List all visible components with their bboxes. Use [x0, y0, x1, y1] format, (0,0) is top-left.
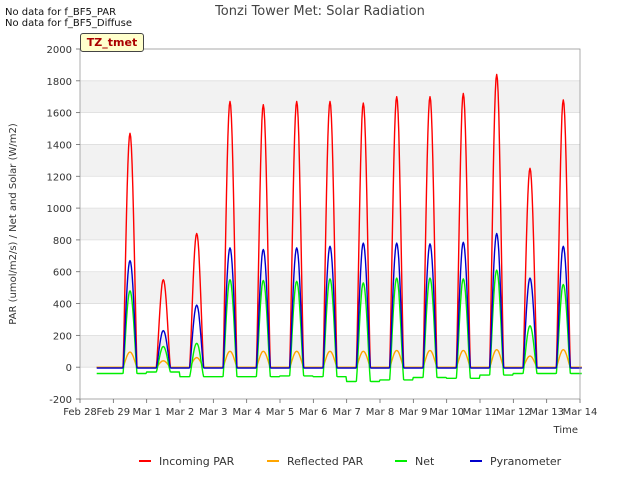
plot-background [80, 49, 580, 399]
plot-band [80, 80, 580, 113]
x-tick-label: Mar 2 [166, 407, 194, 418]
y-tick-label: -200 [49, 395, 72, 406]
x-tick-label: Mar 14 [563, 407, 598, 418]
no-data-notice-par: No data for f_BF5_PAR [5, 7, 117, 18]
x-tick-label: Mar 7 [332, 407, 360, 418]
plot-band [80, 303, 580, 336]
y-tick-label: 0 [66, 363, 72, 374]
x-tick-label: Mar 1 [132, 407, 160, 418]
y-axis-ticks: -200 0 200 400 600 800 1000 1200 1400 1600 1800 200… [47, 45, 80, 406]
x-tick-label: Feb 28 [63, 407, 97, 418]
x-tick-label: Mar 4 [232, 407, 260, 418]
x-tick-label: Mar 12 [496, 407, 531, 418]
chart-title: Tonzi Tower Met: Solar Radiation [215, 4, 425, 19]
legend-label: Net [415, 455, 435, 468]
y-tick-label: 1800 [47, 77, 72, 88]
x-axis-label: Time [553, 425, 578, 436]
y-axis-label: PAR (umol/m2/s) / Net and Solar (W/m2) [8, 123, 19, 325]
x-tick-label: Mar 6 [299, 407, 327, 418]
x-tick-label: Mar 5 [266, 407, 294, 418]
site-badge: TZ_tmet [80, 33, 144, 52]
plot-band [80, 208, 580, 240]
plot-band [80, 144, 580, 177]
series-line-pyranometer [96, 232, 582, 369]
plot-band [80, 176, 580, 209]
plot-frame [79, 48, 581, 400]
x-tick-label: Mar 13 [529, 407, 564, 418]
plot-band [80, 49, 580, 81]
series-lines [96, 73, 582, 383]
legend-label: Reflected PAR [287, 455, 364, 468]
x-axis-ticks: Feb 28 Feb 29 Mar 1 Mar 2 Mar 3 Mar 4 Mar 5 Mar… [63, 399, 597, 418]
y-tick-label: 1000 [47, 204, 72, 215]
x-tick-label: Mar 11 [463, 407, 498, 418]
y-tick-label: 1600 [47, 109, 72, 120]
y-tick-label: 400 [53, 300, 72, 311]
x-tick-label: Mar 9 [399, 407, 427, 418]
legend-label: Pyranometer [490, 455, 562, 468]
y-tick-label: 200 [53, 331, 72, 342]
x-tick-label: Mar 3 [199, 407, 227, 418]
y-tick-label: 800 [53, 236, 72, 247]
plot-band [80, 271, 580, 304]
y-tick-label: 1400 [47, 140, 72, 151]
y-tick-label: 1200 [47, 172, 72, 183]
no-data-notice-diffuse: No data for f_BF5_Diffuse [5, 18, 132, 29]
plot-band [80, 239, 580, 272]
y-tick-label: 2000 [47, 45, 72, 56]
x-tick-label: Mar 10 [429, 407, 464, 418]
plot-band [80, 112, 580, 145]
legend: Incoming PAR Reflected PAR Net Pyranometer [139, 455, 562, 468]
plot-band [80, 367, 580, 399]
x-tick-label: Mar 8 [366, 407, 394, 418]
y-tick-label: 600 [53, 268, 72, 279]
x-tick-label: Feb 29 [97, 407, 131, 418]
legend-label: Incoming PAR [159, 455, 235, 468]
